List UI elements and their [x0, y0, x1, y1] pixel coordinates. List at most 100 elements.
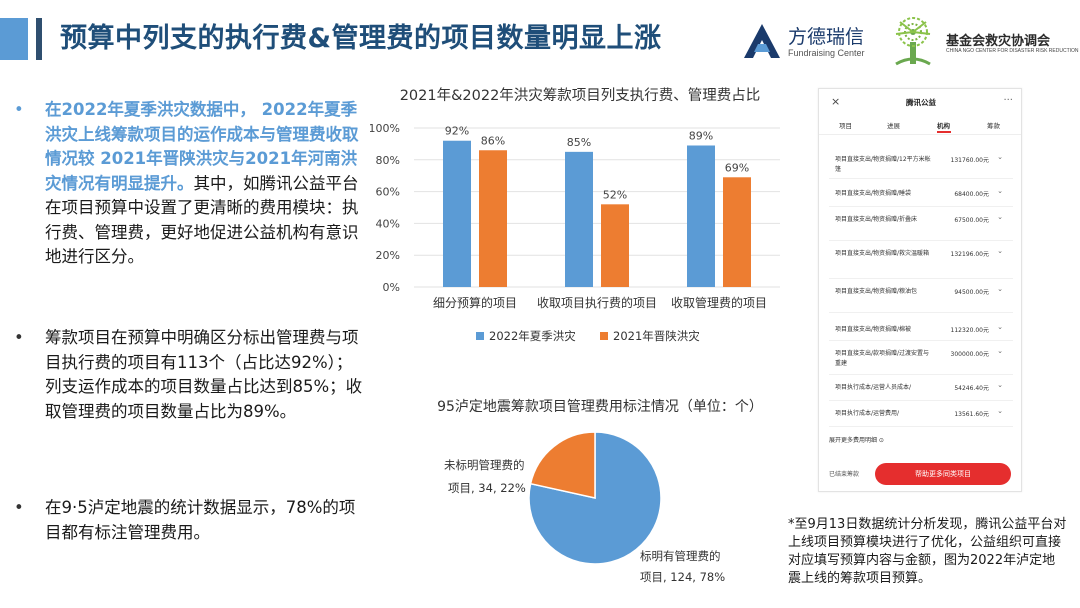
- tab-progress[interactable]: 进展: [887, 122, 900, 130]
- chevron-down-icon[interactable]: ⌄: [997, 213, 1003, 221]
- bar-chart-title: 2021年&2022年洪灾筹款项目列支执行费、管理费占比: [399, 88, 761, 104]
- budget-row[interactable]: 项目直接支出/物资捐赠/睡袋 68400.00元 ⌄: [829, 185, 1013, 207]
- pie-chart: 95泸定地震筹款项目管理费用标注情况（单位：个） 标明有管理费的 项目, 124,…: [420, 396, 780, 601]
- bullet-dot: •: [14, 100, 24, 119]
- budget-row-amount: 132196.00元: [950, 251, 989, 258]
- legend-label: 2022年夏季洪灾: [489, 329, 576, 343]
- ngo-center-name: 基金会救灾协调会: [946, 34, 1051, 49]
- ngo-center-logo: 基金会救灾协调会 CHINA NGO CENTER FOR DISASTER R…: [886, 14, 1079, 70]
- help-more-button[interactable]: 帮助更多同类项目: [875, 463, 1011, 485]
- pie-slice: [528, 431, 662, 565]
- budget-row-amount: 300000.00元: [950, 351, 989, 358]
- budget-row[interactable]: 项目执行成本/运营人员成本/54246.40元 ⌄: [829, 379, 1013, 401]
- phone-screenshot: × 腾讯公益 ··· 项目 进展 机构 筹款 项目直接支出/物资捐赠/12平方米…: [818, 88, 1022, 492]
- bar: [687, 145, 715, 287]
- budget-row-amount: 13561.60元: [954, 411, 989, 418]
- bar: [723, 177, 751, 287]
- legend-label: 2021年晋陕洪灾: [613, 329, 700, 343]
- bar-data-label: 92%: [445, 125, 469, 138]
- bar: [601, 204, 629, 287]
- budget-row[interactable]: 项目直接支出/物资捐赠/折叠床 67500.00元 ⌄: [829, 211, 1013, 241]
- fundraising-center-logo: 方德瑞信 Fundraising Center: [744, 22, 874, 62]
- budget-row-label: 项目直接支出/物资捐赠/棉被: [835, 326, 912, 333]
- budget-row-label: 项目直接支出/款项捐赠/过渡安置与重建: [835, 350, 930, 367]
- bullet-body: 在9·5泸定地震的统计数据显示，78%的项目都有标注管理费用。: [45, 498, 356, 542]
- bar-data-label: 86%: [481, 134, 505, 147]
- chevron-down-icon[interactable]: ⌄: [997, 187, 1003, 195]
- budget-row[interactable]: 项目直接支出/物资捐赠/救灾温暖箱 132196.00元 ⌄: [829, 245, 1013, 279]
- chevron-down-icon[interactable]: ⌄: [997, 381, 1003, 389]
- bullet-item: • 在9·5泸定地震的统计数据显示，78%的项目都有标注管理费用。: [14, 496, 364, 545]
- bullet-highlight: 在2022年夏季洪灾数据中， 2022年夏季洪灾上线筹款项目的运作成本与管理费收…: [45, 100, 359, 193]
- budget-row-label: 项目直接支出/物资捐赠/救灾温暖箱: [835, 250, 930, 257]
- tab-organization[interactable]: 机构: [937, 122, 950, 130]
- x-category-label: 收取项目执行费的项目: [537, 295, 657, 310]
- title-accent-thin: [36, 18, 42, 60]
- bar: [565, 151, 593, 287]
- bullet-text: 在2022年夏季洪灾数据中， 2022年夏季洪灾上线筹款项目的运作成本与管理费收…: [45, 98, 364, 270]
- pie-label: 标明有管理费的: [640, 549, 721, 563]
- budget-row-label: 项目直接支出/物资捐赠/折叠床: [835, 216, 918, 223]
- budget-row[interactable]: 项目执行成本/运营费用/13561.60元 ⌄: [829, 405, 1013, 427]
- y-tick-label: 40%: [376, 217, 400, 230]
- budget-row[interactable]: 项目直接支出/款项捐赠/过渡安置与重建 300000.00元 ⌄: [829, 345, 1013, 375]
- x-category-label: 收取管理费的项目: [671, 295, 767, 310]
- budget-row-amount: 112320.00元: [950, 327, 989, 334]
- budget-row[interactable]: 项目直接支出/物资捐赠/粮油包 94500.00元 ⌄: [829, 283, 1013, 313]
- fundraising-center-name: 方德瑞信: [788, 26, 865, 48]
- fundraising-center-mark-icon: [744, 24, 780, 58]
- tab-fundraising[interactable]: 筹款: [987, 122, 1000, 130]
- budget-row-label: 项目直接支出/物资捐赠/12平方米帐篷: [835, 156, 931, 173]
- bullet-body: 其中，如腾讯公益平台在项目预算中设置了更清晰的费用模块：执行费、管理费，更好地促…: [45, 173, 359, 267]
- chevron-down-icon[interactable]: ⌄: [997, 407, 1003, 415]
- pie-label: 项目, 124, 78%: [640, 570, 725, 584]
- expand-more-link[interactable]: 展开更多费用明细 ⊙: [829, 437, 884, 444]
- tree-logo-icon: [895, 17, 931, 66]
- bar-data-label: 85%: [567, 136, 591, 149]
- y-tick-label: 60%: [376, 186, 400, 199]
- bar-data-label: 52%: [603, 188, 627, 201]
- pie-label: 未标明管理费的: [444, 458, 525, 472]
- bar: [479, 150, 507, 287]
- ngo-center-sub: CHINA NGO CENTER FOR DISASTER RISK REDUC…: [946, 48, 1079, 54]
- chevron-down-icon[interactable]: ⌄: [997, 247, 1003, 255]
- legend-swatch: [476, 332, 484, 340]
- chevron-down-icon[interactable]: ⌄: [997, 285, 1003, 293]
- phone-header: × 腾讯公益 ···: [819, 89, 1021, 115]
- budget-row-label: 项目执行成本/运营费用/: [835, 410, 900, 417]
- budget-row[interactable]: 项目直接支出/物资捐赠/棉被 112320.00元 ⌄: [829, 321, 1013, 341]
- budget-row-label: 项目直接支出/物资捐赠/粮油包: [835, 288, 918, 295]
- bullet-body: 筹款项目在预算中明确区分标出管理费与项目执行费的项目有113个（占比达92%）；…: [45, 328, 363, 421]
- budget-row[interactable]: 项目直接支出/物资捐赠/12平方米帐篷 131760.00元 ⌄: [829, 151, 1013, 179]
- bullet-dot: •: [14, 498, 24, 517]
- budget-row-amount: 54246.40元: [954, 385, 989, 392]
- budget-row-amount: 131760.00元: [950, 157, 989, 164]
- close-icon[interactable]: ×: [831, 95, 841, 108]
- page-title: 预算中列支的执行费&管理费的项目数量明显上涨: [60, 23, 662, 54]
- pie-slice: [529, 431, 596, 499]
- legend-swatch: [600, 332, 608, 340]
- chevron-down-icon[interactable]: ⌄: [997, 347, 1003, 355]
- active-tab-underline: [937, 131, 951, 133]
- bullet-item: • 在2022年夏季洪灾数据中， 2022年夏季洪灾上线筹款项目的运作成本与管理…: [14, 98, 364, 270]
- chevron-down-icon[interactable]: ⌄: [997, 323, 1003, 331]
- budget-row-amount: 94500.00元: [954, 289, 989, 296]
- phone-tabs: 项目 进展 机构 筹款: [819, 115, 1021, 135]
- pie-label: 项目, 34, 22%: [448, 481, 526, 495]
- ended-status: 已结束筹款: [829, 471, 860, 478]
- bar-chart-svg: 0% 20% 40% 60% 80% 100% 92% 86% 细分预算的项目 85% 52% 收取项…: [370, 122, 780, 343]
- tab-project[interactable]: 项目: [839, 122, 852, 130]
- more-icon[interactable]: ···: [1003, 95, 1013, 106]
- budget-row-label: 项目直接支出/物资捐赠/睡袋: [835, 190, 912, 197]
- y-tick-label: 20%: [376, 249, 400, 262]
- bar-data-label: 69%: [725, 161, 749, 174]
- bar-data-label: 89%: [689, 129, 713, 142]
- y-tick-label: 80%: [376, 154, 400, 167]
- budget-row-amount: 67500.00元: [954, 217, 989, 224]
- chevron-down-icon[interactable]: ⌄: [997, 153, 1003, 161]
- bar-chart: 2021年&2022年洪灾筹款项目列支执行费、管理费占比 0% 20% 40% 60%…: [370, 80, 790, 355]
- bullet-dot: •: [14, 328, 24, 347]
- x-category-label: 细分预算的项目: [433, 295, 517, 310]
- pie-chart-title: 95泸定地震筹款项目管理费用标注情况（单位：个）: [437, 399, 763, 415]
